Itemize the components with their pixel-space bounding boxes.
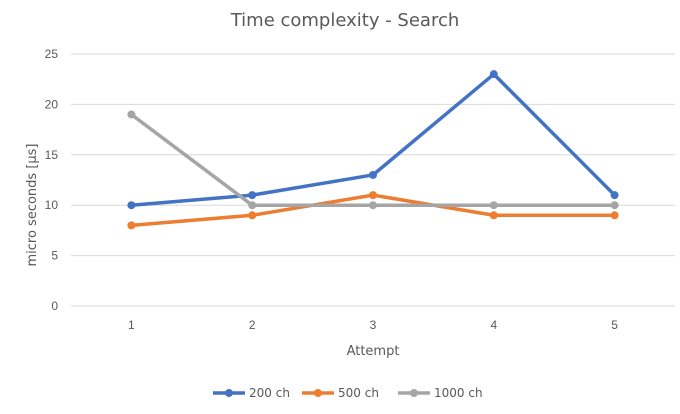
data-point: [610, 191, 619, 200]
gridlines: [71, 53, 675, 307]
data-point: [610, 201, 619, 210]
data-point: [248, 191, 257, 200]
legend-swatch-marker: [225, 389, 233, 397]
x-tick-label: 2: [249, 318, 256, 332]
data-point: [127, 110, 136, 119]
legend-label: 1000 ch: [434, 386, 483, 400]
data-point: [248, 201, 257, 210]
y-axis-label: micro seconds [μs]: [25, 143, 40, 266]
legend-label: 500 ch: [338, 386, 379, 400]
legend-swatch-marker: [410, 389, 418, 397]
series-line: [129, 72, 617, 207]
data-point: [127, 221, 136, 230]
legend-item: 200 ch: [213, 386, 290, 400]
data-point: [489, 211, 498, 220]
series-layer: [127, 70, 619, 230]
legend-item: 500 ch: [302, 386, 379, 400]
data-point: [248, 211, 257, 220]
data-point: [369, 201, 377, 210]
data-point: [489, 201, 498, 210]
x-tick-label: 4: [490, 318, 497, 332]
x-axis-label: Attempt: [347, 344, 400, 359]
series-1: [127, 191, 619, 230]
y-axis-ticks: 0 5 10 15 20 25: [45, 47, 59, 313]
data-point: [489, 70, 498, 79]
data-point: [127, 201, 136, 210]
x-tick-label: 5: [611, 318, 618, 332]
x-tick-label: 1: [128, 318, 135, 332]
y-tick-label: 0: [51, 299, 58, 313]
series-0: [127, 70, 619, 210]
data-point: [610, 211, 619, 220]
legend-label: 200 ch: [249, 386, 290, 400]
chart-title: Time complexity - Search: [230, 10, 460, 31]
y-tick-label: 20: [45, 97, 59, 111]
y-tick-label: 10: [45, 198, 59, 212]
series-2: [127, 110, 619, 210]
y-tick-label: 15: [45, 148, 59, 162]
x-axis-ticks: 1 2 3 4 5: [128, 318, 618, 332]
y-tick-label: 25: [45, 47, 59, 61]
x-tick-label: 3: [370, 318, 377, 332]
y-tick-label: 5: [51, 249, 58, 263]
data-point: [369, 170, 377, 179]
legend-item: 1000 ch: [398, 386, 483, 400]
legend-swatch-marker: [314, 389, 322, 397]
data-point: [369, 191, 377, 200]
legend: 200 ch 500 ch 1000 ch: [213, 386, 483, 400]
